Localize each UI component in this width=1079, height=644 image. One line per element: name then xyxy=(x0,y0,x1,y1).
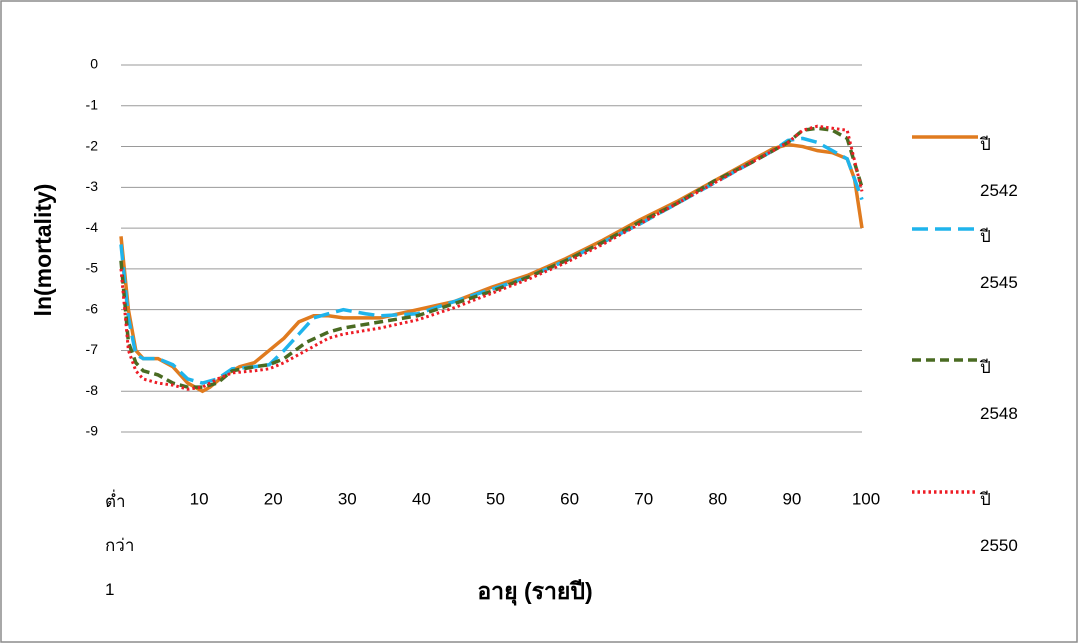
y-tick-label: -5 xyxy=(86,260,99,276)
y-tick-label: -2 xyxy=(86,137,99,153)
legend-label: ปี 2550 xyxy=(980,490,1018,555)
x-tick-label: 20 xyxy=(264,489,283,508)
series-line xyxy=(119,126,864,389)
y-tick-label: -3 xyxy=(86,178,99,194)
x-tick-label: 80 xyxy=(708,489,727,508)
series-line xyxy=(119,136,864,385)
x-tick-label: 40 xyxy=(412,489,431,508)
y-tick-label: 0 xyxy=(90,56,98,72)
legend-label: ปี 2542 xyxy=(980,135,1018,200)
y-axis-title: ln(mortality) xyxy=(30,184,56,317)
y-tick-label: -7 xyxy=(86,341,99,357)
series-line xyxy=(119,142,864,394)
legend-label: ปี 2545 xyxy=(980,227,1018,292)
y-tick-label: -4 xyxy=(86,219,99,235)
y-tick-label: -1 xyxy=(86,96,99,112)
x-axis-title: อายุ (รายปี) xyxy=(477,578,592,606)
x-tick-label: 70 xyxy=(634,489,653,508)
x-tick-label: 10 xyxy=(190,489,209,508)
x-tick-label: 90 xyxy=(782,489,801,508)
x-tick-label: 30 xyxy=(338,489,357,508)
y-tick-label: -8 xyxy=(86,382,99,398)
x-tick-label: 100 xyxy=(852,489,880,508)
x-tick-label: 50 xyxy=(486,489,505,508)
x-tick-label: ต่ำกว่า 1 xyxy=(105,492,135,599)
x-tick-label: 60 xyxy=(560,489,579,508)
y-tick-label: -9 xyxy=(86,423,99,439)
y-tick-label: -6 xyxy=(86,300,99,316)
legend-label: ปี 2548 xyxy=(980,358,1018,423)
